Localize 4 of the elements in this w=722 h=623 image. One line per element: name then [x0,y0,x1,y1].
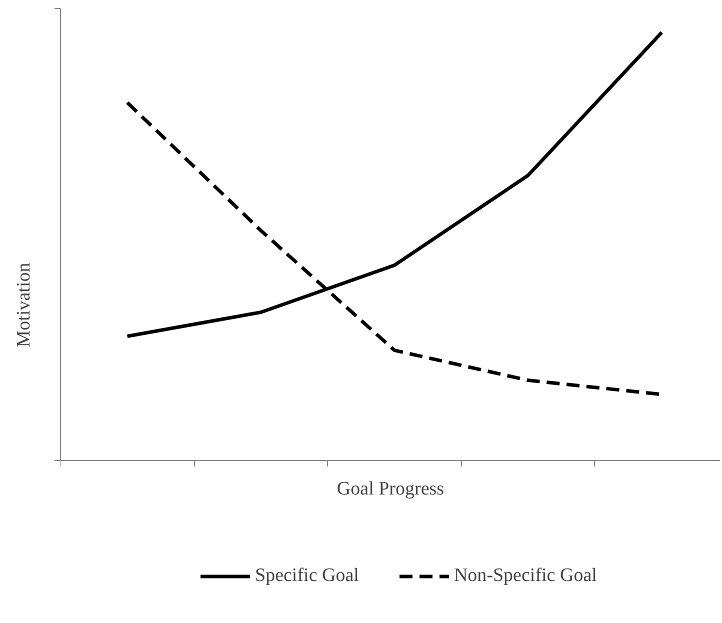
legend-label: Specific Goal [255,565,359,587]
legend-label: Non-Specific Goal [454,565,597,587]
x-axis-title: Goal Progress [336,478,444,500]
y-axis-title: Motivation [14,262,34,348]
